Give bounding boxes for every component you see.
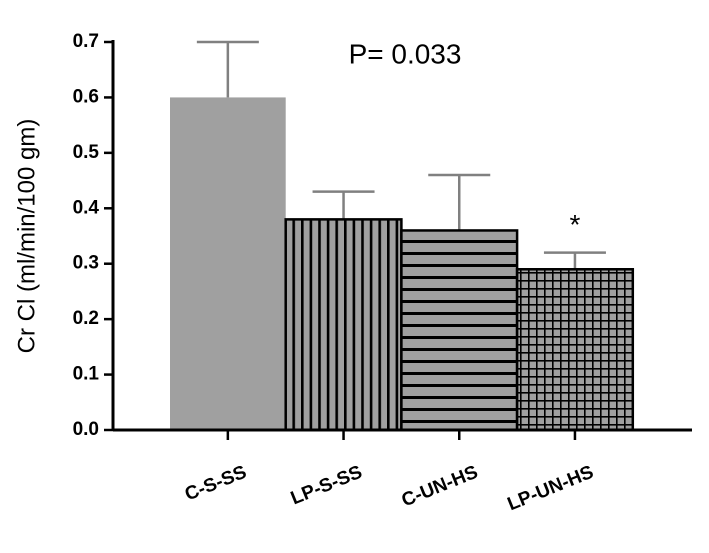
y-tick-label: 0.6 — [73, 86, 99, 107]
x-tick-label: LP-S-SS — [288, 462, 365, 510]
y-axis-label: Cr Cl (ml/min/100 gm) — [13, 119, 40, 354]
x-tick-label: C-UN-HS — [399, 462, 481, 512]
bar — [515, 268, 635, 432]
bar — [400, 229, 519, 432]
y-tick-label: 0.7 — [73, 31, 99, 52]
y-tick-label: 0.3 — [73, 253, 99, 274]
y-tick-label: 0.5 — [73, 142, 100, 163]
x-tick-label: LP-UN-HS — [505, 462, 597, 515]
y-tick-label: 0.0 — [73, 419, 99, 440]
annotation: P= 0.033 — [349, 38, 462, 69]
bar — [170, 97, 286, 430]
significance-marker: * — [569, 209, 580, 240]
y-tick-label: 0.2 — [73, 308, 99, 329]
y-tick-label: 0.4 — [73, 197, 100, 218]
y-tick-label: 0.1 — [73, 364, 100, 385]
x-tick-label: C-S-SS — [182, 462, 250, 506]
bar — [284, 218, 403, 432]
